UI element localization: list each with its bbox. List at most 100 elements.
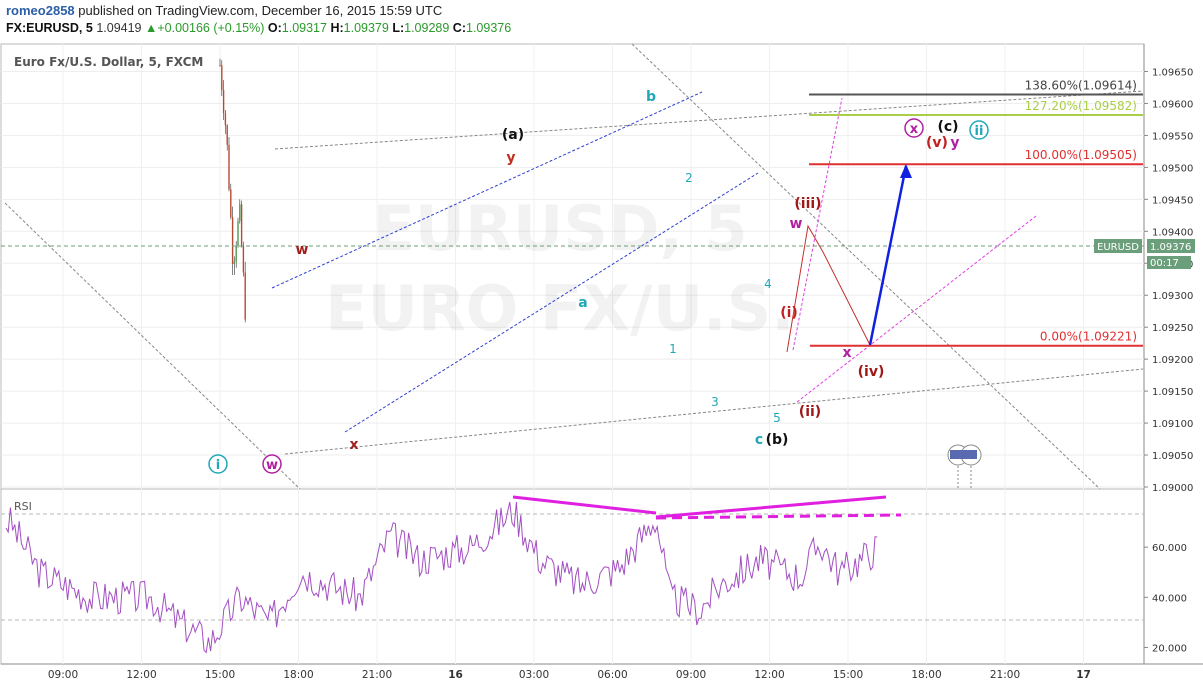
wave-iv: (iv)	[858, 364, 885, 380]
candle-body	[228, 144, 230, 190]
candle-body	[240, 204, 243, 246]
wave-1: 1	[669, 342, 677, 356]
author-link[interactable]: romeo2858	[6, 3, 75, 18]
watermark-line1: EURUSD, 5	[372, 192, 747, 265]
y-tick-label: 1.09550	[1152, 131, 1193, 142]
wave-x-red: x	[349, 437, 358, 453]
wave-a-paren: (a)	[502, 127, 524, 143]
arrow-head-icon	[900, 164, 912, 178]
x-tick-label: 18:00	[283, 669, 313, 681]
fib-label: 0.00%(1.09221)	[1040, 330, 1137, 344]
magenta-channel-bottom	[796, 215, 1037, 403]
x-tick-label: 21:00	[362, 669, 392, 681]
badge-price: 1.09376	[1150, 242, 1191, 253]
wave-5: 5	[773, 411, 781, 425]
watermark-line2: EURO FX/U.S.	[325, 272, 795, 345]
circled-labels: i w x ii	[208, 118, 989, 474]
rsi-tick-label: 20.000	[1152, 643, 1187, 654]
close-label: C:	[452, 21, 466, 35]
high-label: H:	[330, 21, 344, 35]
open-value: 1.09317	[281, 21, 327, 35]
badge-symbol: EURUSD	[1097, 242, 1139, 253]
wave-4: 4	[764, 277, 772, 291]
price-change: +0.00166 (+0.15%)	[157, 21, 265, 35]
wave-b-teal: b	[646, 89, 656, 105]
x-tick-label: 16	[448, 669, 463, 681]
last-price: 1.09419	[96, 21, 142, 35]
candle-body	[224, 113, 227, 126]
x-tick-label: 12:00	[126, 669, 156, 681]
badge-timer: 00:17	[1150, 258, 1179, 269]
diag-line-right	[631, 43, 1101, 490]
candle-body	[226, 125, 228, 145]
y-tick-label: 1.09600	[1152, 99, 1193, 110]
candle-body	[235, 245, 237, 262]
y-tick-label: 1.09050	[1152, 451, 1193, 462]
wave-labels: b (a) y w x a 2 1 3 4 5 c (b) (iii) w (i…	[296, 89, 960, 453]
candle-body	[231, 217, 234, 264]
wave-c-teal: c	[755, 432, 763, 448]
wave-x-circle: x	[910, 122, 919, 137]
wave-i-small: (i)	[780, 305, 798, 321]
open-label: O:	[267, 21, 282, 35]
trend-lines	[4, 43, 1144, 490]
fib-levels[interactable]: 138.60%(1.09614) 127.20%(1.09582) 100.00%(…	[809, 79, 1143, 347]
x-tick-label: 09:00	[676, 669, 706, 681]
candle-body	[244, 272, 246, 320]
y-tick-label: 1.09200	[1152, 355, 1193, 366]
y-tick-label: 1.09500	[1152, 163, 1193, 174]
rsi-divergence-line-2	[655, 495, 887, 519]
chart-title: Euro Fx/U.S. Dollar, 5, FXCM	[14, 55, 203, 69]
y-tick-label: 1.09000	[1152, 483, 1193, 494]
x-tick-label: 18:00	[911, 669, 941, 681]
candle-body	[221, 65, 223, 91]
wave-2: 2	[685, 171, 693, 185]
y-tick-label: 1.09400	[1152, 227, 1193, 238]
x-tick-label: 03:00	[519, 669, 549, 681]
publish-header: romeo2858 published on TradingView.com, …	[6, 3, 442, 18]
x-tick-label: 15:00	[205, 669, 235, 681]
rsi-axis: 60.000 40.000 20.000	[1144, 543, 1187, 654]
candle-body	[242, 245, 245, 273]
candle-body	[222, 90, 225, 114]
time-axis[interactable]: 09:00 12:00 15:00 18:00 21:00 16 03:00 06:00 09:…	[48, 669, 1091, 681]
wave-y-magenta: y	[950, 135, 959, 151]
y-tick-label: 1.09650	[1152, 68, 1193, 79]
wave-b-paren: (b)	[766, 432, 789, 448]
wave-a-teal: a	[578, 295, 587, 311]
y-tick-label: 1.09250	[1152, 323, 1193, 334]
publish-info: published on TradingView.com, December 1…	[78, 3, 443, 18]
rsi-divergence-dashed	[655, 513, 902, 520]
price-badge: EURUSD 1.09376 00:17	[1094, 239, 1195, 269]
event-flags[interactable]	[947, 444, 982, 489]
fib-label: 138.60%(1.09614)	[1025, 79, 1137, 93]
x-tick-label: 21:00	[990, 669, 1020, 681]
wave-v-paren: (v)	[926, 135, 948, 151]
y-tick-label: 1.09100	[1152, 419, 1193, 430]
wave-i-circle: i	[216, 458, 220, 473]
rsi-divergence-line-1	[512, 495, 657, 515]
rsi-line	[5, 501, 878, 654]
candle-body	[239, 204, 241, 221]
candle-body	[230, 189, 232, 218]
high-value: 1.09379	[343, 21, 389, 35]
magenta-channel-top	[792, 97, 843, 351]
wave-y-red: y	[506, 150, 515, 166]
candles	[219, 58, 246, 323]
blue-channel-top	[271, 91, 703, 289]
y-tick-label: 1.09150	[1152, 387, 1193, 398]
x-tick-label: 09:00	[48, 669, 78, 681]
projection-arrow	[868, 165, 908, 346]
wave-x-magenta: x	[842, 345, 851, 361]
wave-w-magenta: w	[790, 216, 803, 232]
watermark: EURUSD, 5 EURO FX/U.S.	[325, 192, 795, 345]
wave-ii-circle: ii	[975, 124, 984, 139]
fib-label: 127.20%(1.09582)	[1025, 99, 1137, 113]
wave-iii: (iii)	[794, 196, 821, 212]
wave-3: 3	[711, 395, 719, 409]
y-tick-label: 1.09450	[1152, 195, 1193, 206]
grid	[1, 44, 1144, 664]
candle-body	[237, 220, 239, 246]
rsi-pane: RSI	[1, 495, 1144, 654]
